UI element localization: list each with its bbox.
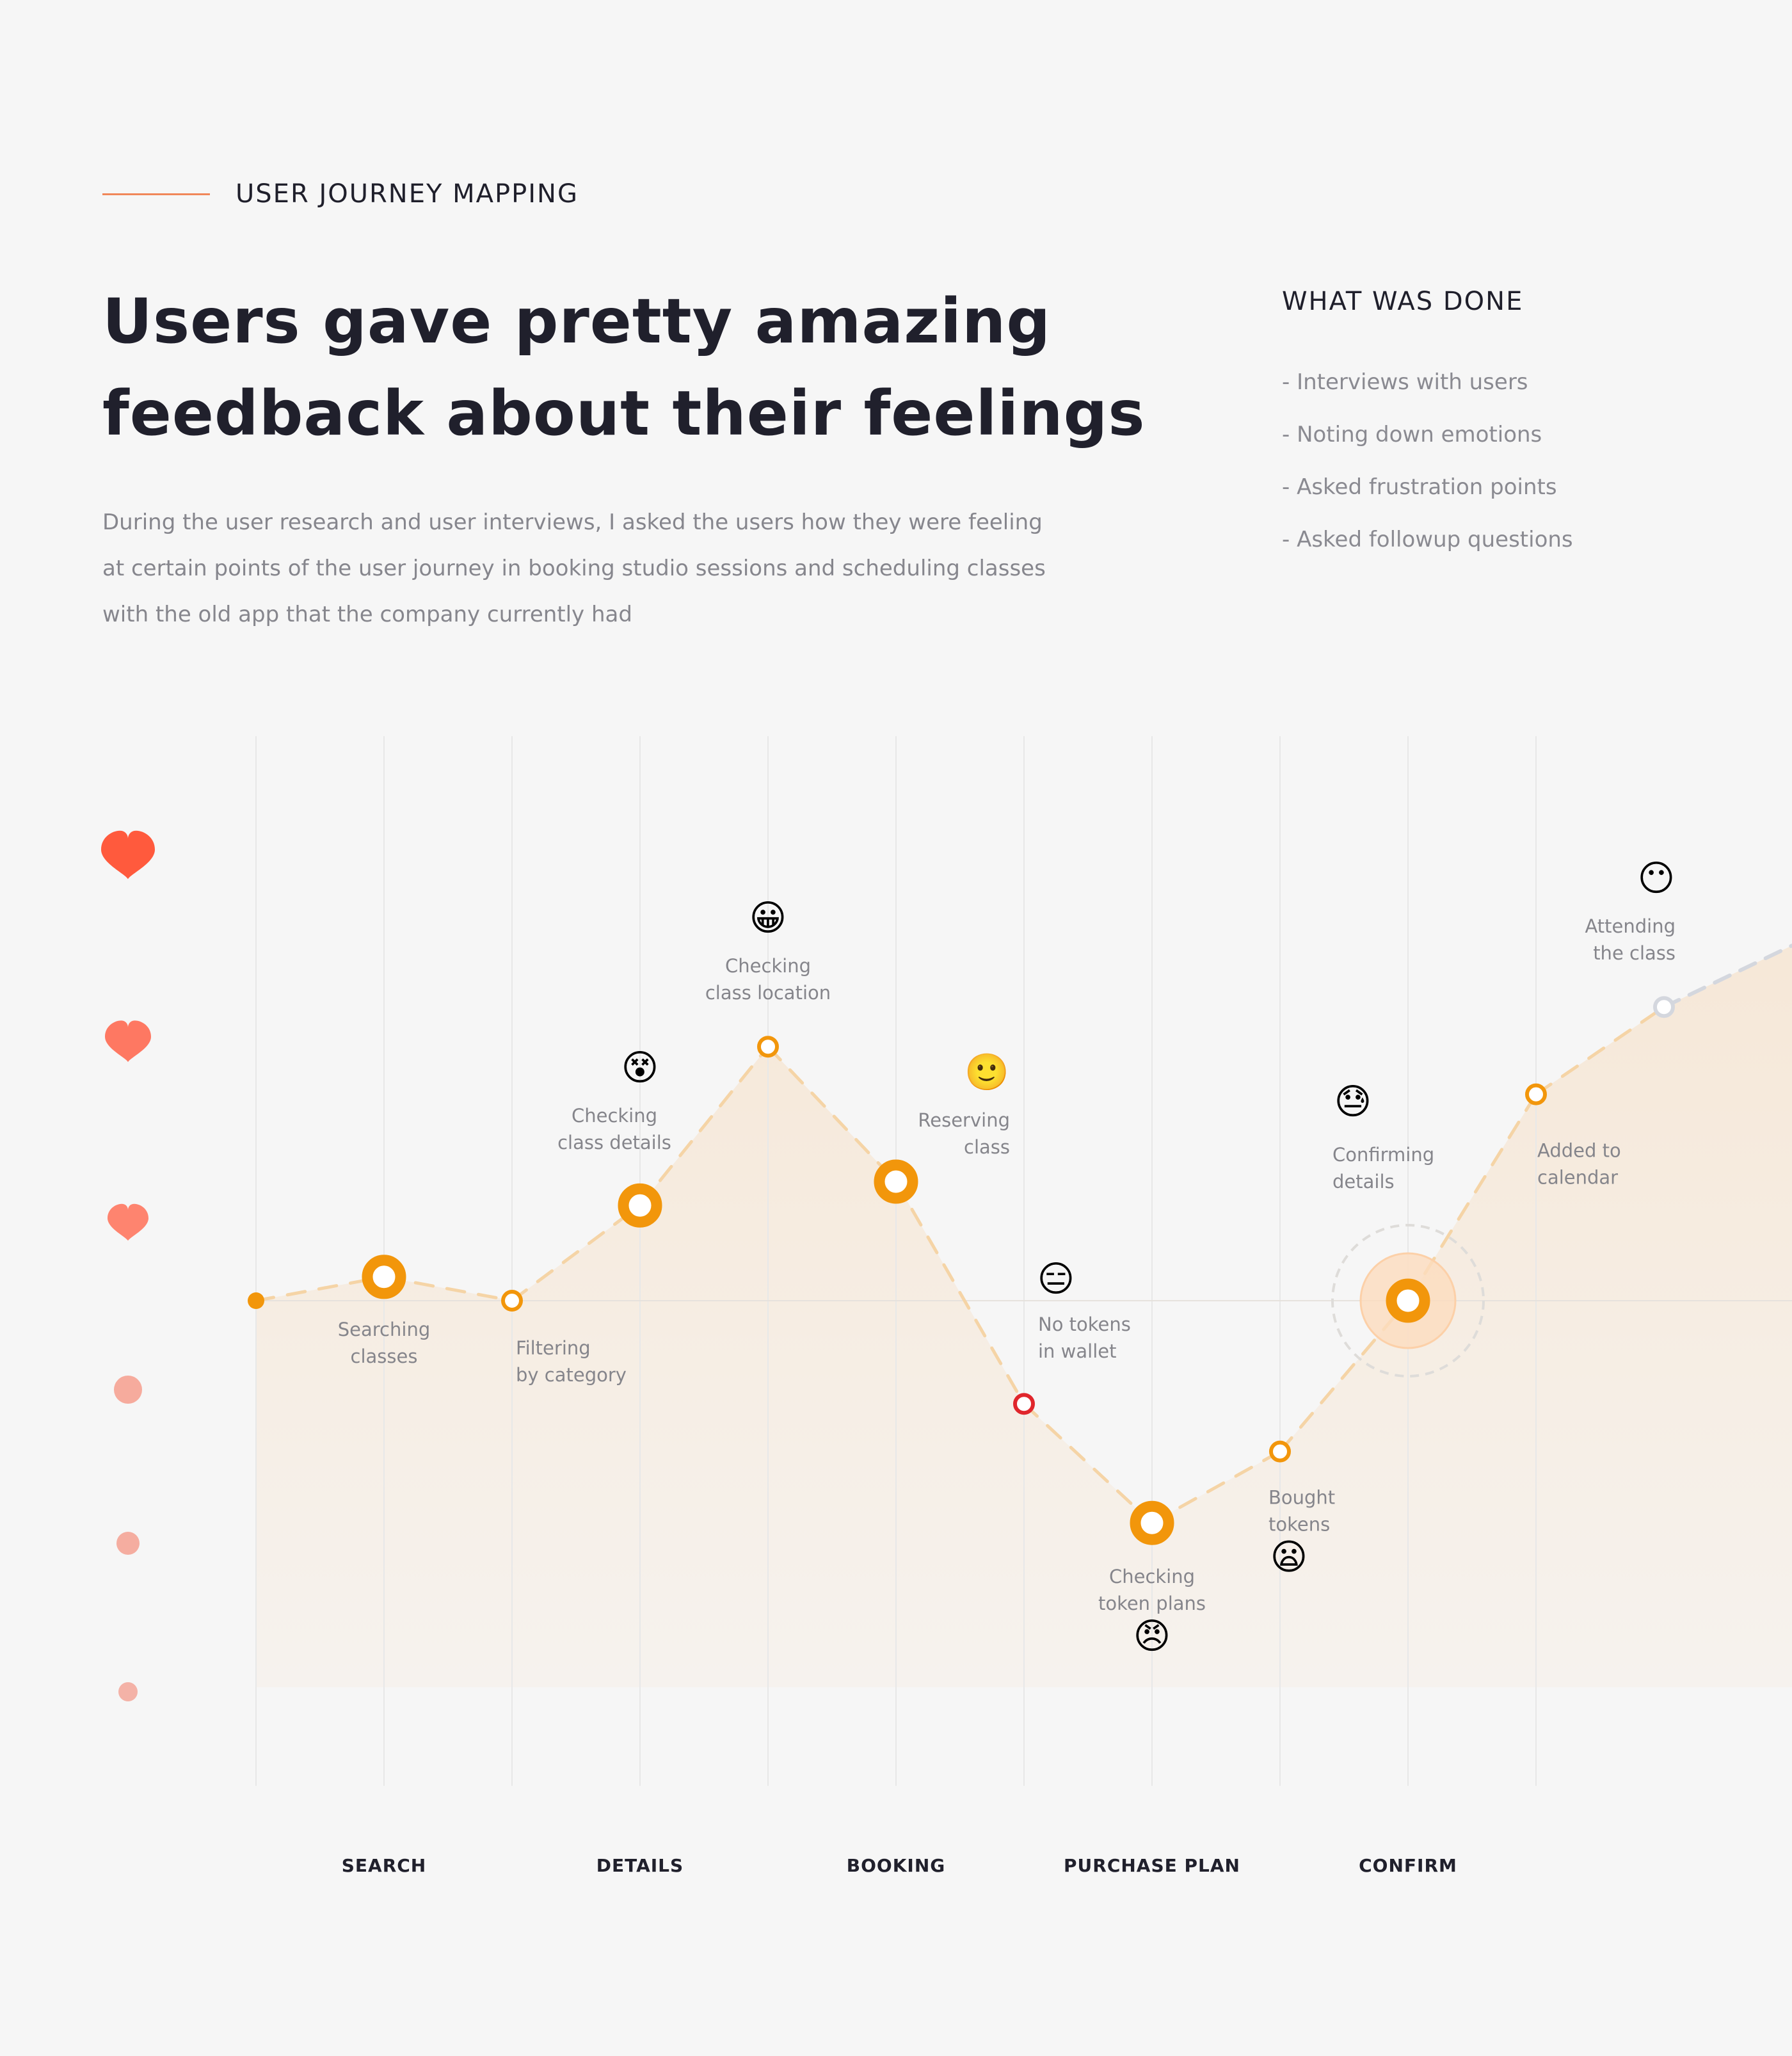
journey-label-line: classes bbox=[351, 1345, 418, 1367]
heart-large-icon bbox=[101, 830, 155, 879]
what-was-done-item: - Asked followup questions bbox=[1282, 527, 1573, 552]
journey-start-dot bbox=[248, 1292, 264, 1309]
journey-negative-point bbox=[1013, 1393, 1035, 1415]
journey-future-segment bbox=[1662, 944, 1792, 1009]
journey-major-point bbox=[362, 1255, 406, 1299]
journey-label-line: Confirming bbox=[1332, 1144, 1434, 1166]
emotion-emoji: 😵 bbox=[621, 1047, 659, 1089]
journey-point-label: No tokens in wallet 😑 bbox=[1037, 1258, 1131, 1362]
journey-minor-point bbox=[1269, 1440, 1291, 1463]
emotion-emoji: 😓 bbox=[1334, 1081, 1372, 1123]
stage-label: DETAILS bbox=[596, 1855, 684, 1876]
dot-large-icon bbox=[114, 1376, 142, 1404]
journey-segment bbox=[638, 1045, 770, 1207]
stage-label: PURCHASE PLAN bbox=[1064, 1855, 1240, 1876]
journey-highlight-point bbox=[1386, 1278, 1430, 1323]
emotion-emoji: 😶 bbox=[1638, 858, 1675, 899]
journey-major-point bbox=[618, 1183, 662, 1228]
journey-label-line: the class bbox=[1593, 942, 1676, 964]
intro-line-1: During the user research and user interv… bbox=[102, 510, 1043, 535]
journey-label-line: class bbox=[964, 1136, 1010, 1158]
journey-point-label: Checking class location 😀 bbox=[705, 897, 831, 1004]
emotion-emoji: 😀 bbox=[749, 897, 787, 939]
journey-major-point bbox=[1130, 1500, 1174, 1545]
page-title: Users gave pretty amazing feedback about… bbox=[102, 275, 1254, 460]
journey-label-line: details bbox=[1332, 1171, 1395, 1193]
what-was-done-panel: WHAT WAS DONE - Interviews with users - … bbox=[1282, 287, 1743, 566]
journey-point-label: Searching classes bbox=[338, 1319, 430, 1367]
journey-segment bbox=[894, 1180, 1026, 1406]
stage-label: CONFIRM bbox=[1359, 1855, 1457, 1876]
journey-label-line: class location bbox=[705, 982, 831, 1004]
journey-segment bbox=[766, 1045, 898, 1184]
journey-label-line: by category bbox=[516, 1364, 627, 1386]
journey-segment bbox=[1022, 1402, 1154, 1525]
heart-small-icon bbox=[108, 1203, 148, 1241]
journey-label-line: tokens bbox=[1268, 1514, 1330, 1536]
what-was-done-item: - Noting down emotions bbox=[1282, 422, 1542, 447]
journey-point-label: Attending the class 😶 bbox=[1585, 858, 1676, 964]
journey-label-line: Reserving bbox=[918, 1109, 1010, 1131]
journey-major-point bbox=[874, 1159, 918, 1204]
journey-minor-point bbox=[501, 1290, 523, 1312]
journey-label-line: Filtering bbox=[516, 1337, 591, 1359]
journey-segment bbox=[510, 1203, 642, 1303]
journey-point-label: Checking class details 😵 bbox=[557, 1047, 671, 1153]
journey-label-line: class details bbox=[557, 1132, 671, 1153]
journey-point-label: Confirming details 😓 bbox=[1332, 1081, 1434, 1193]
journey-label-line: Checking bbox=[725, 955, 811, 977]
journey-segment bbox=[1534, 1005, 1666, 1096]
journey-label-line: token plans bbox=[1098, 1593, 1206, 1614]
heart-medium-icon bbox=[105, 1020, 151, 1063]
page-title-line-2: feedback about their feelings bbox=[102, 378, 1146, 449]
journey-segment bbox=[382, 1275, 514, 1303]
eyebrow-divider bbox=[102, 193, 210, 195]
emotion-emoji: 🙂 bbox=[964, 1052, 1009, 1093]
intro-line-3: with the old app that the company curren… bbox=[102, 602, 632, 627]
emotion-emoji: 😠 bbox=[1133, 1616, 1171, 1657]
journey-label-line: Attending bbox=[1585, 915, 1676, 937]
journey-point-label: Bought tokens😦 bbox=[1268, 1487, 1335, 1578]
journey-minor-point bbox=[1525, 1083, 1547, 1105]
what-was-done-item: - Asked frustration points bbox=[1282, 474, 1557, 500]
journey-point-label: Added to calendar bbox=[1537, 1140, 1621, 1189]
journey-label-line: Bought bbox=[1268, 1487, 1335, 1509]
journey-label-line: Checking bbox=[572, 1105, 657, 1127]
journey-label-line: Checking bbox=[1109, 1566, 1195, 1587]
journey-future-point bbox=[1653, 996, 1675, 1018]
journey-point-label: Reserving class 🙂 bbox=[918, 1052, 1010, 1158]
journey-label-line: No tokens bbox=[1038, 1313, 1131, 1335]
dot-medium-icon bbox=[116, 1532, 140, 1555]
journey-point-label: Filtering by category bbox=[516, 1337, 627, 1386]
stage-label: BOOKING bbox=[847, 1855, 945, 1876]
journey-label-line: Searching bbox=[338, 1319, 430, 1340]
what-was-done-title: WHAT WAS DONE bbox=[1282, 287, 1524, 316]
journey-segment bbox=[1150, 1450, 1282, 1525]
dot-small-icon bbox=[118, 1682, 138, 1701]
highlight-dashed-ring bbox=[1331, 1224, 1485, 1377]
page-title-line-1: Users gave pretty amazing bbox=[102, 285, 1052, 357]
intro-paragraph: During the user research and user interv… bbox=[102, 499, 1139, 638]
emotion-emoji: 😦 bbox=[1270, 1537, 1308, 1578]
journey-label-line: in wallet bbox=[1038, 1340, 1116, 1362]
journey-minor-point bbox=[757, 1036, 779, 1058]
section-label: USER JOURNEY MAPPING bbox=[236, 179, 579, 209]
section-eyebrow: USER JOURNEY MAPPING bbox=[102, 179, 579, 209]
intro-line-2: at certain points of the user journey in… bbox=[102, 556, 1046, 581]
emotion-emoji: 😑 bbox=[1037, 1258, 1075, 1300]
stage-label: SEARCH bbox=[342, 1855, 427, 1876]
journey-label-line: calendar bbox=[1537, 1167, 1618, 1189]
journey-label-line: Added to bbox=[1537, 1140, 1621, 1162]
journey-point-label: Checking token plans😠 bbox=[1098, 1566, 1206, 1657]
what-was-done-item: - Interviews with users bbox=[1282, 369, 1528, 395]
